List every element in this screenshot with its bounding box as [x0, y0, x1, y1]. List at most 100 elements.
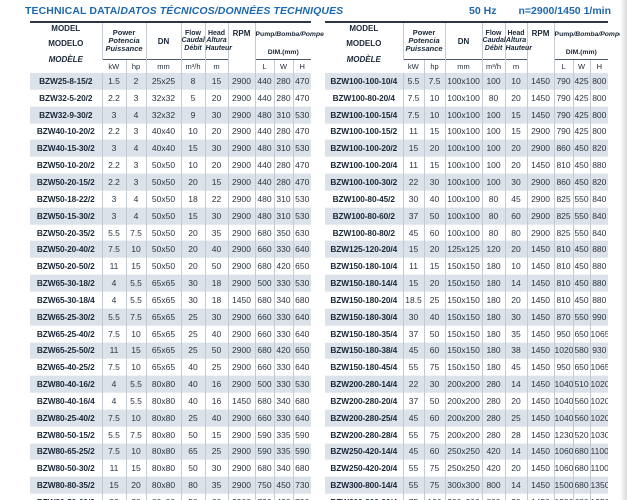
- unit-kw: kW: [403, 59, 425, 73]
- value-cell: 750: [254, 476, 275, 494]
- value-cell: 2900: [227, 375, 256, 393]
- model-header-es: MODELO: [346, 39, 382, 48]
- value-cell: 37: [402, 206, 425, 225]
- table-row: BZW80-40-16/4 4 5.5 80x80 40 16 1450 680 340 680: [30, 392, 312, 410]
- value-cell: 470: [292, 156, 312, 174]
- table-row: BZW300-800-14/4 55 75 300x300 800 14 1450 1500 6…: [325, 476, 609, 494]
- head-column-header: Head Altura Hauteur: [504, 22, 532, 60]
- value-cell: 15: [423, 156, 446, 174]
- value-cell: 450: [572, 290, 591, 309]
- value-cell: 5.5: [125, 274, 147, 292]
- unit-hp: hp: [125, 59, 147, 73]
- table-row: BZW100-80-80/2 45 60 100x100 80 80 2900 825 550 8…: [325, 223, 609, 241]
- model-cell: BZW300-800-20/4: [325, 493, 404, 500]
- dim-header-intl: /Bomba/Pompe: [274, 31, 324, 38]
- value-cell: 65x65: [145, 290, 182, 309]
- value-cell: 800: [481, 476, 506, 494]
- value-cell: 330: [273, 408, 294, 427]
- value-cell: 30: [504, 307, 528, 326]
- value-cell: 2900: [227, 257, 256, 275]
- table-row: BZW100-80-20/4 7.5 10 100x100 80 20 1450 790 425…: [325, 88, 609, 107]
- value-cell: 310: [273, 189, 294, 208]
- head-column-header: Head Altura Hauteur: [204, 22, 232, 60]
- value-cell: 680: [254, 257, 275, 275]
- value-cell: 25: [504, 408, 528, 427]
- value-cell: 3: [101, 206, 126, 225]
- value-cell: 3: [125, 122, 147, 140]
- value-cell: 200x200: [444, 392, 483, 410]
- value-cell: 9: [180, 105, 206, 124]
- value-cell: 20: [180, 223, 206, 241]
- value-cell: 310: [273, 105, 294, 124]
- value-cell: 1100: [589, 459, 609, 477]
- model-cell: BZW25-8-15/2: [30, 73, 102, 90]
- value-cell: 100: [423, 493, 446, 500]
- value-cell: 660: [254, 240, 275, 258]
- value-cell: 680: [572, 476, 591, 494]
- value-cell: 180: [481, 341, 506, 359]
- right-table-body: BZW100-100-10/4 5.5 7.5 100x100 100 10 1450 790…: [325, 73, 609, 500]
- value-cell: 1450: [526, 156, 555, 174]
- value-cell: 280: [481, 425, 506, 444]
- unit-m: m: [504, 59, 528, 73]
- value-cell: 2900: [227, 139, 256, 157]
- value-cell: 860: [553, 173, 574, 191]
- value-cell: 2900: [526, 206, 555, 225]
- value-cell: 40x40: [145, 122, 182, 140]
- value-cell: 20: [504, 139, 528, 157]
- value-cell: 280: [273, 73, 294, 90]
- value-cell: 1020: [589, 392, 609, 410]
- model-cell: BZW32-9-30/2: [30, 105, 102, 124]
- dn-column-header: DN: [145, 22, 182, 60]
- value-cell: 420: [481, 459, 506, 477]
- value-cell: 180: [481, 307, 506, 326]
- value-cell: 950: [553, 358, 574, 376]
- value-cell: 50: [423, 392, 446, 410]
- value-cell: 650: [292, 341, 312, 359]
- value-cell: 1040: [553, 392, 574, 410]
- right-table-header: MODEL MODELO MODÈLE Power Potencia Puiss…: [325, 22, 623, 73]
- dim-header-unit: DIM.(mm): [565, 49, 597, 56]
- value-cell: 100x100: [444, 88, 483, 107]
- value-cell: 280: [273, 156, 294, 174]
- left-spec-table: MODEL MODELO MODÈLE Power Potencia Puiss…: [30, 21, 324, 500]
- value-cell: 1450: [526, 375, 555, 393]
- value-cell: 1450: [526, 476, 555, 494]
- table-row: BZW80-25-40/2 7.5 10 80x80 25 40 2900 660 330 640: [30, 408, 312, 427]
- value-cell: 100x100: [444, 105, 483, 124]
- value-cell: 4: [101, 375, 126, 393]
- value-cell: 50: [423, 324, 446, 342]
- value-cell: 30: [180, 274, 206, 292]
- value-cell: 5: [180, 88, 206, 107]
- value-cell: 40: [423, 189, 446, 208]
- value-cell: 60: [423, 442, 446, 460]
- value-cell: 100x100: [444, 206, 483, 225]
- value-cell: 15: [125, 257, 147, 275]
- model-cell: BZW100-80-20/4: [325, 88, 404, 107]
- value-cell: 440: [254, 73, 275, 90]
- value-cell: 590: [292, 425, 312, 444]
- value-cell: 425: [572, 105, 591, 124]
- value-cell: 75: [423, 476, 446, 494]
- model-cell: BZW50-20-50/2: [30, 257, 102, 275]
- value-cell: 45: [504, 189, 528, 208]
- value-cell: 650: [292, 257, 312, 275]
- model-cell: BZW100-100-30/2: [325, 173, 404, 191]
- value-cell: 330: [273, 307, 294, 326]
- value-cell: 50x50: [145, 257, 182, 275]
- head-header-en: Head: [507, 30, 525, 38]
- value-cell: 420: [273, 257, 294, 275]
- model-cell: BZW150-180-35/4: [325, 324, 404, 342]
- table-row: BZW250-420-20/4 55 75 250x250 420 20 1450 1060 6…: [325, 459, 609, 477]
- value-cell: 65x65: [145, 324, 182, 342]
- value-cell: 470: [292, 73, 312, 90]
- value-cell: 2900: [227, 88, 256, 107]
- tables-container: MODEL MODELO MODÈLE Power Potencia Puiss…: [0, 17, 627, 500]
- value-cell: 2.2: [101, 173, 126, 191]
- value-cell: 1500: [553, 493, 574, 500]
- value-cell: 800: [589, 73, 609, 90]
- value-cell: 150x150: [444, 307, 483, 326]
- value-cell: 640: [292, 324, 312, 342]
- value-cell: 20: [504, 240, 528, 258]
- value-cell: 11: [101, 257, 126, 275]
